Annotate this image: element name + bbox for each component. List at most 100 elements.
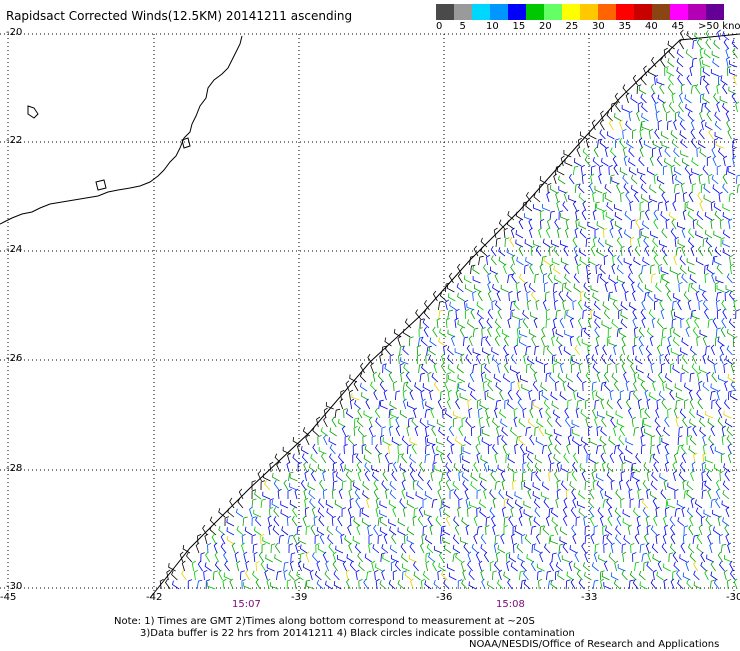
- wind-barb: [402, 470, 407, 482]
- wind-barb: [367, 524, 372, 536]
- wind-barb: [701, 119, 706, 131]
- wind-barb: [473, 284, 482, 293]
- wind-barb: [563, 264, 570, 275]
- wind-barb: [561, 555, 570, 563]
- wind-barb: [566, 311, 574, 320]
- wind-barb: [355, 497, 361, 509]
- wind-barb: [650, 579, 657, 590]
- wind-barb: [710, 200, 715, 212]
- wind-barb: [452, 552, 459, 563]
- wind-barb: [660, 210, 668, 221]
- wind-barb: [294, 488, 299, 500]
- wind-barb: [636, 515, 641, 527]
- wind-barb: [588, 455, 596, 464]
- wind-barb: [584, 156, 591, 167]
- wind-barb: [322, 488, 328, 500]
- scale-swatch: [652, 4, 670, 20]
- wind-barb: [556, 200, 561, 212]
- wind-barb: [335, 525, 343, 536]
- wind-barb: [531, 291, 537, 302]
- wind-barb: [722, 183, 729, 194]
- wind-barb: [325, 560, 329, 572]
- wind-barb: [472, 265, 480, 275]
- wind-barb: [624, 229, 632, 239]
- wind-barb: [431, 498, 438, 509]
- wind-barb: [507, 400, 514, 410]
- wind-barb: [467, 551, 472, 563]
- wind-barb: [539, 525, 545, 536]
- wind-barb: [504, 362, 509, 374]
- wind-barb: [699, 417, 706, 428]
- wind-barb: [694, 317, 700, 329]
- wind-barb: [425, 560, 430, 572]
- wind-barb: [586, 272, 592, 284]
- wind-barb: [507, 463, 515, 473]
- wind-barb: [655, 425, 662, 437]
- wind-barb: [684, 94, 692, 104]
- scale-swatch: [634, 4, 652, 20]
- wind-barb: [703, 194, 712, 203]
- wind-barb: [551, 400, 559, 410]
- wind-barb: [706, 265, 714, 275]
- wind-barb: [730, 362, 735, 374]
- wind-barb: [535, 299, 540, 311]
- wind-barb: [367, 353, 373, 365]
- wind-barb: [427, 479, 433, 491]
- wind-barb: [681, 444, 687, 455]
- wind-barb: [640, 425, 645, 437]
- wind-barb: [679, 130, 687, 140]
- wind-barb: [602, 344, 607, 356]
- wind-barb: [633, 507, 640, 518]
- wind-barb: [498, 219, 506, 230]
- wind-barb: [374, 407, 381, 419]
- wind-barb: [553, 453, 561, 464]
- wind-barb: [586, 453, 592, 464]
- wind-barb: [492, 497, 497, 509]
- wind-barb: [469, 371, 475, 383]
- wind-barb: [487, 281, 492, 293]
- wind-barb: [485, 516, 491, 527]
- wind-barb: [393, 461, 398, 473]
- wind-barb: [197, 560, 203, 572]
- wind-barb: [696, 533, 703, 545]
- wind-barb: [445, 317, 451, 329]
- wind-barb: [331, 488, 336, 500]
- wind-barb: [410, 578, 414, 590]
- wind-barb: [558, 344, 563, 356]
- wind-barb: [273, 516, 280, 527]
- wind-barb: [426, 345, 432, 356]
- wind-barb: [667, 501, 676, 509]
- wind-barb: [643, 462, 650, 473]
- wind-barb: [651, 471, 658, 482]
- wind-barb: [686, 435, 691, 446]
- wind-barb: [312, 552, 319, 563]
- wind-barb: [722, 31, 730, 41]
- wind-barb: [615, 525, 622, 536]
- wind-barb: [327, 534, 334, 545]
- wind-barb: [581, 173, 587, 185]
- wind-barb: [588, 257, 596, 266]
- wind-barb: [641, 299, 646, 311]
- wind-barb: [516, 290, 521, 302]
- wind-barb: [587, 344, 592, 356]
- wind-barb: [582, 309, 588, 320]
- wind-barb: [625, 92, 630, 104]
- wind-barb: [689, 408, 696, 419]
- wind-barb: [593, 146, 599, 158]
- wind-barb: [571, 428, 580, 437]
- wind-barb: [675, 399, 681, 410]
- wind-barb: [523, 281, 528, 293]
- wind-barb: [383, 533, 388, 545]
- wind-barb: [440, 390, 445, 401]
- wind-barb: [343, 408, 348, 419]
- wind-barb: [500, 533, 505, 545]
- wind-barb: [735, 309, 740, 320]
- wind-barb: [628, 157, 636, 167]
- wind-barb: [522, 452, 527, 464]
- wind-barb: [517, 380, 522, 392]
- wind-barb: [600, 452, 606, 464]
- wind-barb: [633, 380, 638, 392]
- wind-barb: [629, 570, 637, 581]
- wind-barb: [522, 317, 529, 329]
- wind-barb: [631, 281, 635, 293]
